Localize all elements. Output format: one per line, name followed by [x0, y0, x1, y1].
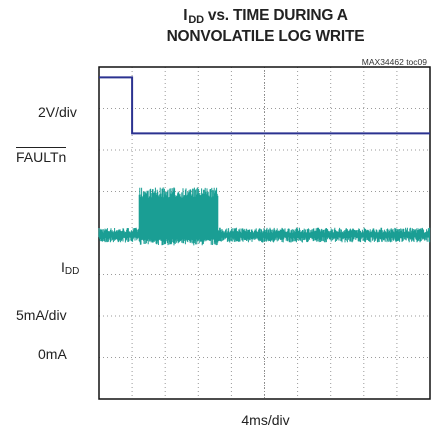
chart-title-line-2: NONVOLATILE LOG WRITE	[166, 28, 365, 45]
chart-title-line-1: IDD vs. TIME DURING A	[183, 7, 348, 26]
fault-scale-label: 2V/div	[38, 104, 77, 120]
x-axis-label: 4ms/div	[241, 412, 290, 428]
fault-trace	[99, 76, 430, 135]
idd-zero-label: 0mA	[38, 346, 67, 362]
idd-signal-label: IDD	[61, 259, 80, 277]
fault-signal-label: FAULTn	[16, 147, 67, 165]
idd-scale-label: 5mA/div	[16, 307, 67, 323]
idd-trace	[98, 187, 431, 246]
figure-code: MAX34462 toc09	[361, 57, 427, 67]
